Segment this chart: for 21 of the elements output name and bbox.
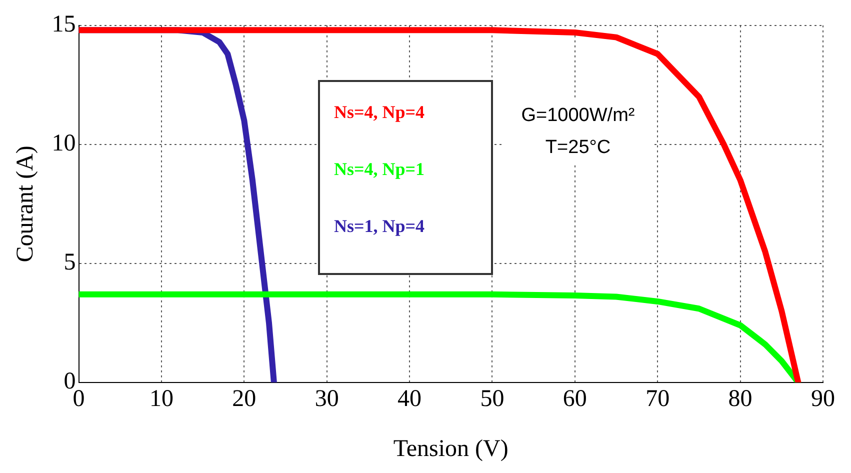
y-tick-label: 5 [64, 250, 76, 276]
x-axis-title: Tension (V) [393, 436, 508, 462]
x-tick-label: 70 [646, 386, 670, 412]
text: Ns=4, Np=4 [334, 102, 426, 123]
annotation: T=25°C [544, 136, 612, 160]
text: Ns=1, Np=4 [334, 216, 426, 237]
x-tick-label: 60 [562, 386, 587, 412]
x-tick-label: 20 [232, 386, 256, 412]
note-panel: G=1000W/m² T=25°C [503, 100, 653, 164]
x-tick-label: 50 [480, 386, 504, 412]
annotation: G=1000W/m² [520, 104, 636, 128]
y-tick-label: 15 [52, 12, 76, 38]
x-tick-label: 40 [398, 386, 422, 412]
x-tick-label: 90 [811, 386, 835, 412]
y-tick-label: 10 [52, 130, 76, 157]
x-tick-label: 30 [314, 386, 339, 412]
y-axis-title: Courant (A) [12, 146, 39, 262]
legend-panel: Ns=4, Np=4 Ns=4, Np=1 Ns=1, Np=4 [318, 80, 493, 275]
x-tick-label: 10 [149, 386, 174, 412]
text: Ns=4, Np=1 [334, 159, 426, 180]
x-tick-label: 80 [728, 386, 752, 412]
